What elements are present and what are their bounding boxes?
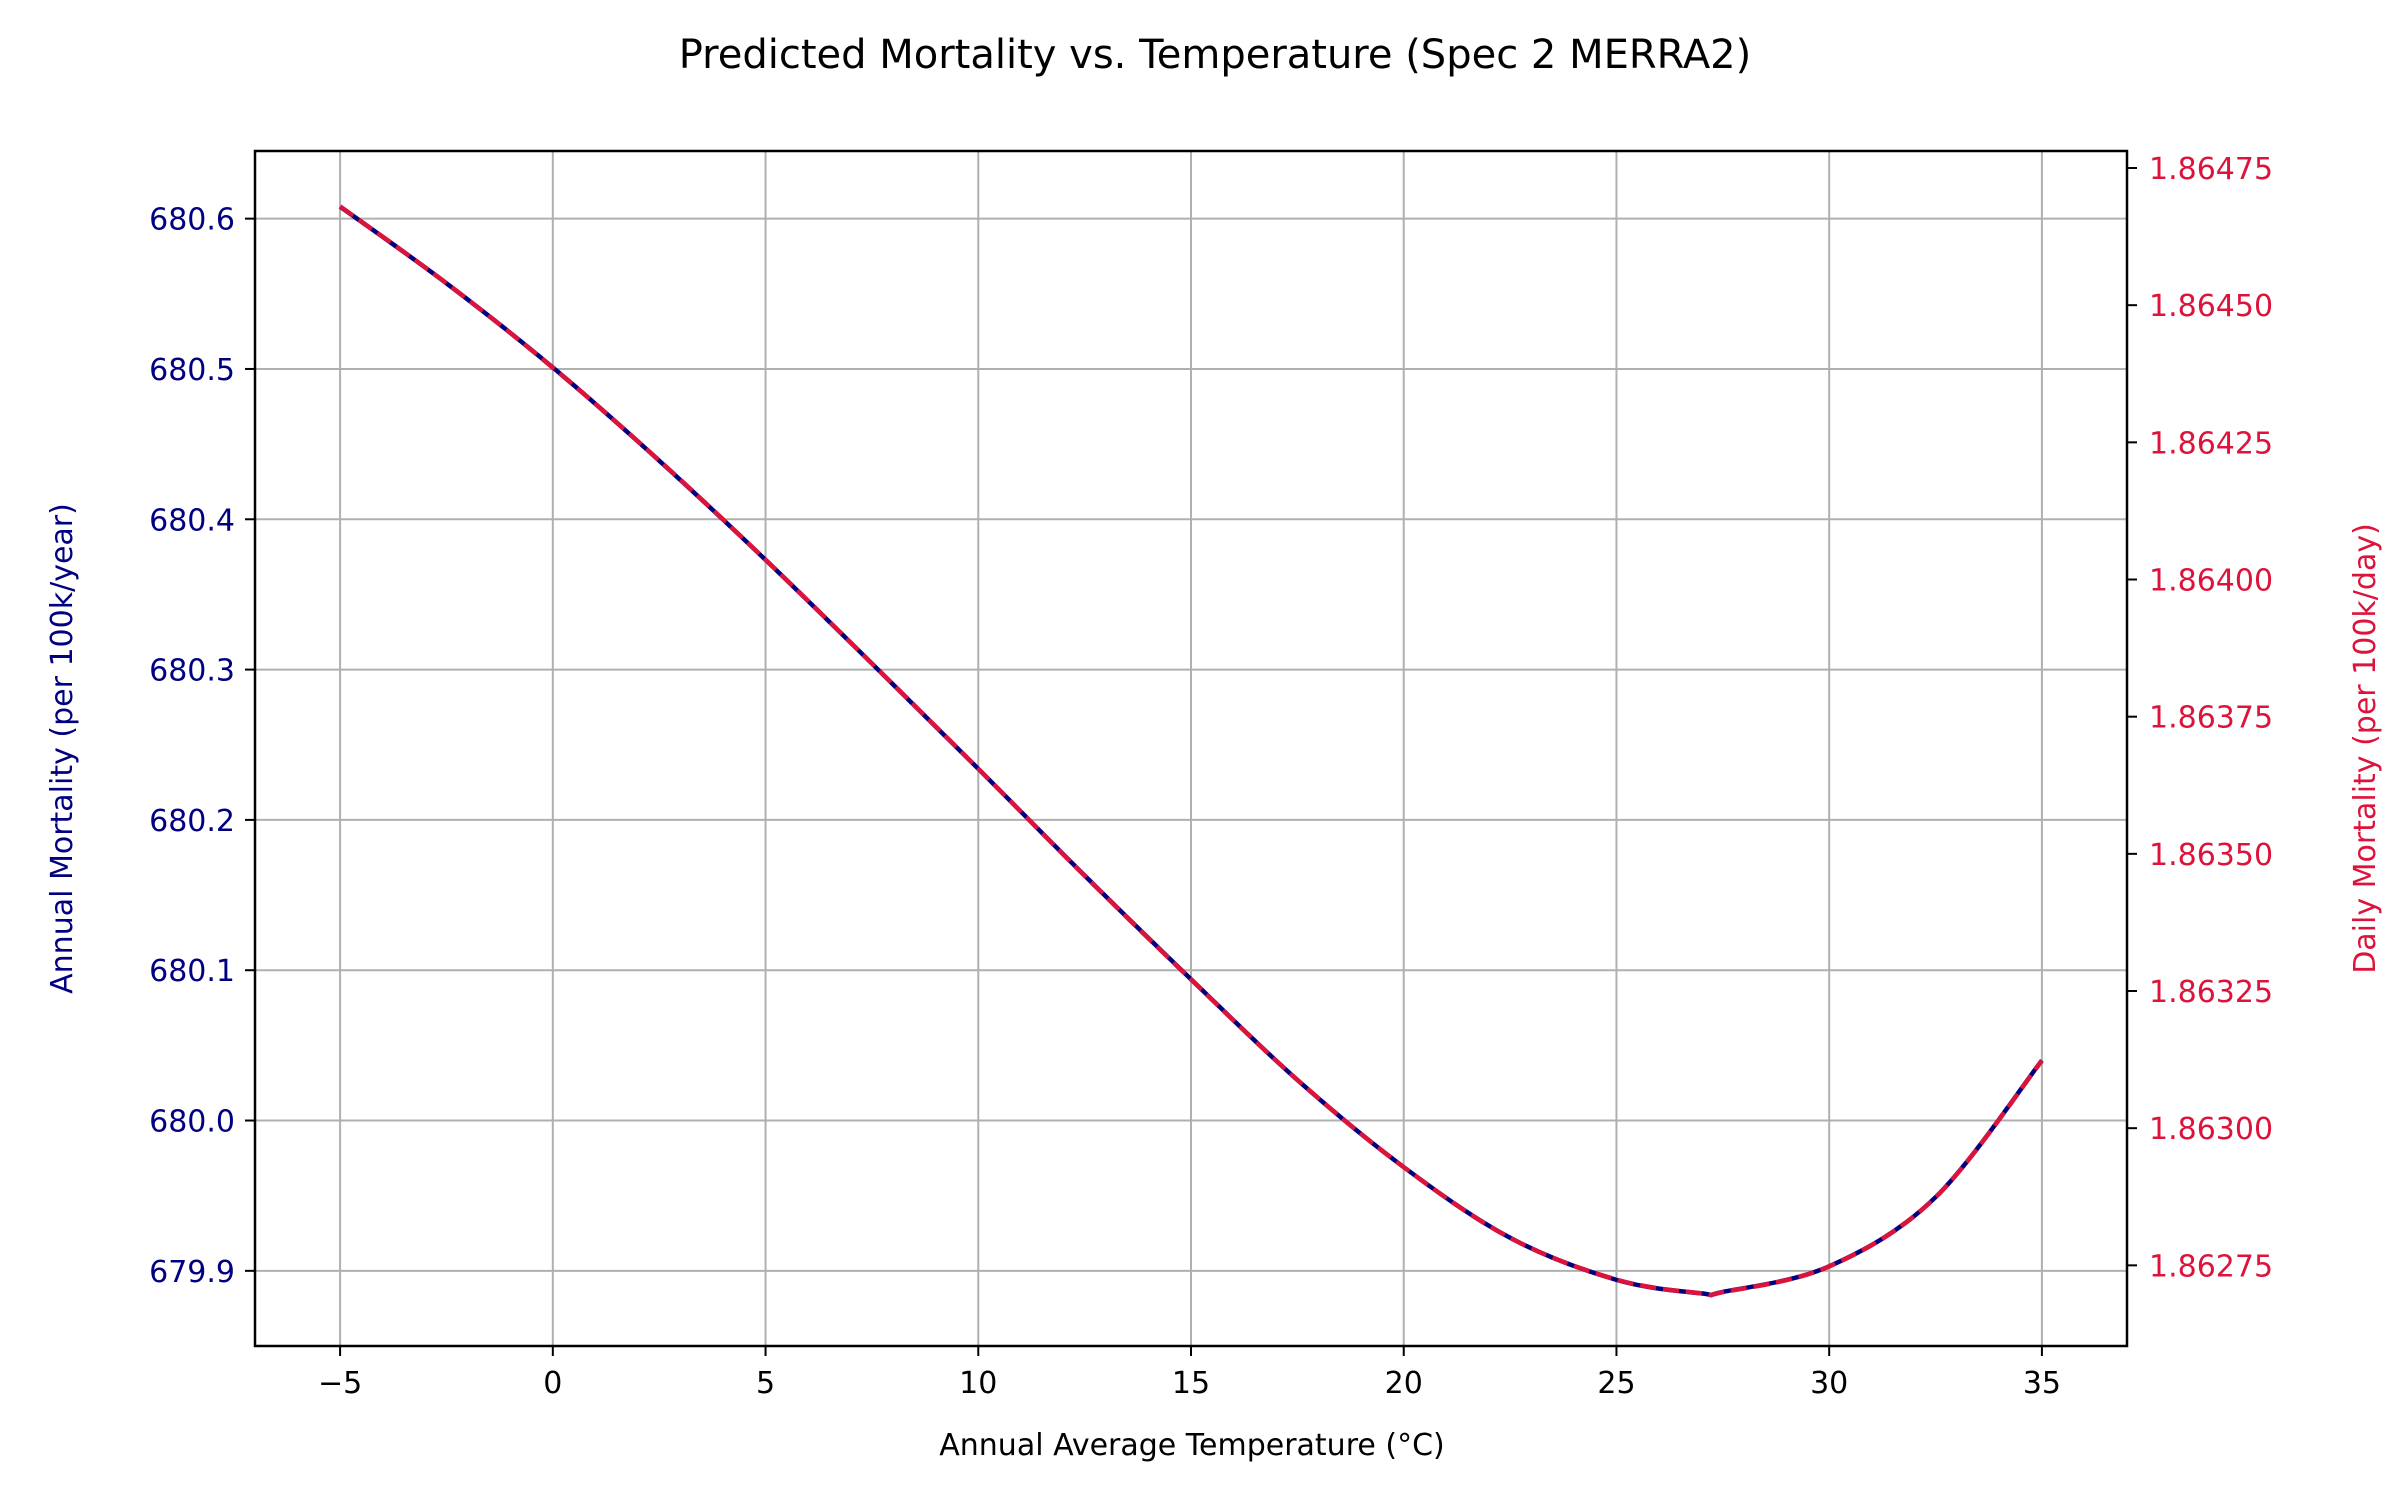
x-tick-label: 30 <box>1810 1366 1848 1401</box>
x-tick-label: 25 <box>1597 1366 1635 1401</box>
y-tick-label: 680.4 <box>149 503 235 538</box>
x-tick-label: 35 <box>2023 1366 2061 1401</box>
y-axis-label: Annual Mortality (per 100k/year) <box>45 503 80 994</box>
y2-tick-label: 1.86275 <box>2149 1249 2273 1284</box>
y-tick-label: 680.5 <box>149 353 235 388</box>
y2-tick-label: 1.86325 <box>2149 975 2273 1010</box>
y-tick-label: 680.3 <box>149 654 235 689</box>
y-tick-label: 680.1 <box>149 954 235 989</box>
y2-tick-label: 1.86375 <box>2149 701 2273 736</box>
y2-tick-label: 1.86475 <box>2149 152 2273 187</box>
series-line-daily <box>338 204 2044 1298</box>
x-tick-label: 10 <box>959 1366 997 1401</box>
x-tick-label: 20 <box>1385 1366 1423 1401</box>
y2-tick-label: 1.86450 <box>2149 289 2273 324</box>
chart-title: Predicted Mortality vs. Temperature (Spe… <box>679 32 1751 78</box>
y-tick-label: 680.2 <box>149 804 235 839</box>
y-axis-left: 679.9 680.0 680.1 680.2 680.3 680.4 680.5 680.6 <box>149 203 255 1290</box>
series-layer <box>338 204 2044 1298</box>
y-tick-label: 679.9 <box>149 1255 235 1290</box>
x-axis: −5 0 5 10 15 20 25 30 35 <box>318 1346 2061 1401</box>
y-axis-right: 1.86275 1.86300 1.86325 1.86350 1.86375 1.864… <box>2127 152 2273 1284</box>
y2-axis-label: Daily Mortality (per 100k/day) <box>2348 523 2383 974</box>
x-tick-label: 15 <box>1172 1366 1210 1401</box>
y2-tick-label: 1.86400 <box>2149 564 2273 599</box>
grid-layer <box>255 151 2127 1346</box>
y-tick-label: 680.6 <box>149 203 235 238</box>
y2-tick-label: 1.86350 <box>2149 838 2273 873</box>
x-tick-label: 0 <box>543 1366 562 1401</box>
y2-tick-label: 1.86300 <box>2149 1112 2273 1147</box>
x-tick-label: −5 <box>318 1366 362 1401</box>
x-tick-label: 5 <box>756 1366 775 1401</box>
y2-tick-label: 1.86425 <box>2149 426 2273 461</box>
x-axis-label: Annual Average Temperature (°C) <box>939 1428 1444 1463</box>
y-tick-label: 680.0 <box>149 1105 235 1140</box>
